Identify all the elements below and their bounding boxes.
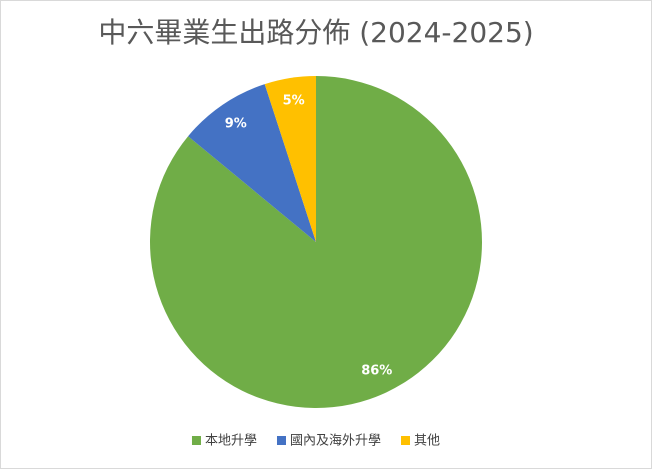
pie-slice (188, 84, 316, 242)
value-label: 86% (361, 364, 392, 379)
legend-label: 其他 (414, 434, 440, 449)
legend-label: 本地升學 (205, 434, 257, 449)
legend-swatch (401, 436, 411, 445)
legend-swatch (191, 436, 201, 445)
legend-label: 國內及海外升學 (290, 434, 381, 449)
pie-slice (264, 76, 316, 242)
value-label: 5% (283, 93, 305, 108)
legend-swatch (276, 436, 286, 445)
chart-title: 中六畢業生出路分佈 (2024-2025) (98, 16, 533, 49)
value-label: 9% (225, 116, 247, 131)
